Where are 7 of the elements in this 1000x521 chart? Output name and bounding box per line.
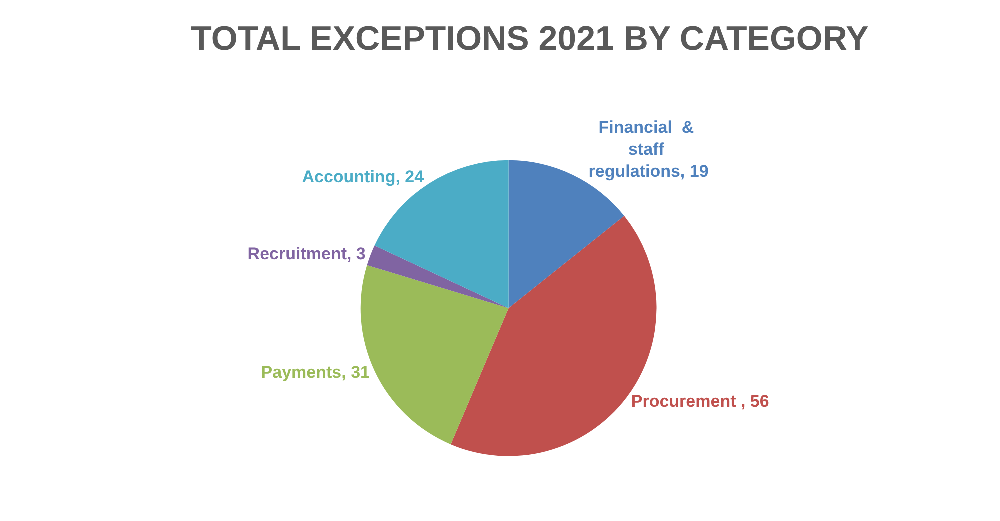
chart-title: TOTAL EXCEPTIONS 2021 BY CATEGORY bbox=[191, 20, 870, 58]
data-label: Recruitment, 3 bbox=[248, 244, 366, 264]
data-label: Payments, 31 bbox=[261, 363, 370, 382]
data-label: Financial & staff regulations, 19 bbox=[588, 118, 709, 182]
pie-slice bbox=[367, 246, 509, 308]
data-label: Procurement , 56 bbox=[631, 392, 770, 411]
data-label: Accounting, 24 bbox=[302, 167, 425, 186]
